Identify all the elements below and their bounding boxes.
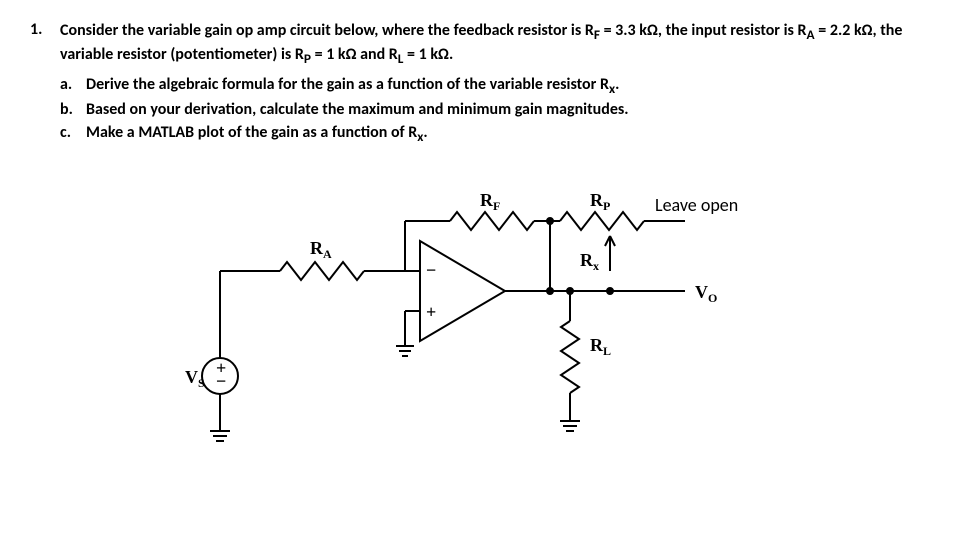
subparts: a.Derive the algebraic formula for the g…: [60, 74, 932, 146]
label-ra: RA: [310, 238, 332, 261]
resistor-rp: [560, 212, 644, 230]
opamp-minus: −: [426, 260, 436, 280]
resistor-rl: [561, 321, 579, 393]
label-rl: RL: [590, 335, 611, 358]
problem: 1. Consider the variable gain op amp cir…: [30, 20, 932, 68]
subpart-text: Based on your derivation, calculate the …: [86, 99, 932, 121]
subpart: a.Derive the algebraic formula for the g…: [60, 74, 932, 99]
opamp-plus: +: [426, 302, 436, 322]
subpart-text: Make a MATLAB plot of the gain as a func…: [86, 122, 932, 147]
label-leave-open: Leave open: [655, 194, 738, 216]
problem-stem: Consider the variable gain op amp circui…: [60, 20, 932, 68]
opamp: [420, 241, 505, 341]
label-vo: VO: [695, 282, 717, 305]
resistor-ra: [280, 262, 364, 280]
src-minus: −: [216, 371, 226, 391]
subpart: c.Make a MATLAB plot of the gain as a fu…: [60, 122, 932, 147]
subpart-label: a.: [60, 74, 86, 96]
problem-number: 1.: [30, 20, 60, 39]
label-rf: RF: [480, 190, 500, 213]
subpart-label: c.: [60, 122, 86, 144]
label-rp: RP: [590, 190, 610, 213]
resistor-rf: [450, 212, 534, 230]
subpart-text: Derive the algebraic formula for the gai…: [86, 74, 932, 99]
label-rx: Rx: [580, 250, 599, 273]
circuit-diagram: VS + − RA RF RP Rx RL VO Leave open − +: [150, 176, 932, 471]
subpart: b.Based on your derivation, calculate th…: [60, 99, 932, 121]
subpart-label: b.: [60, 99, 86, 121]
